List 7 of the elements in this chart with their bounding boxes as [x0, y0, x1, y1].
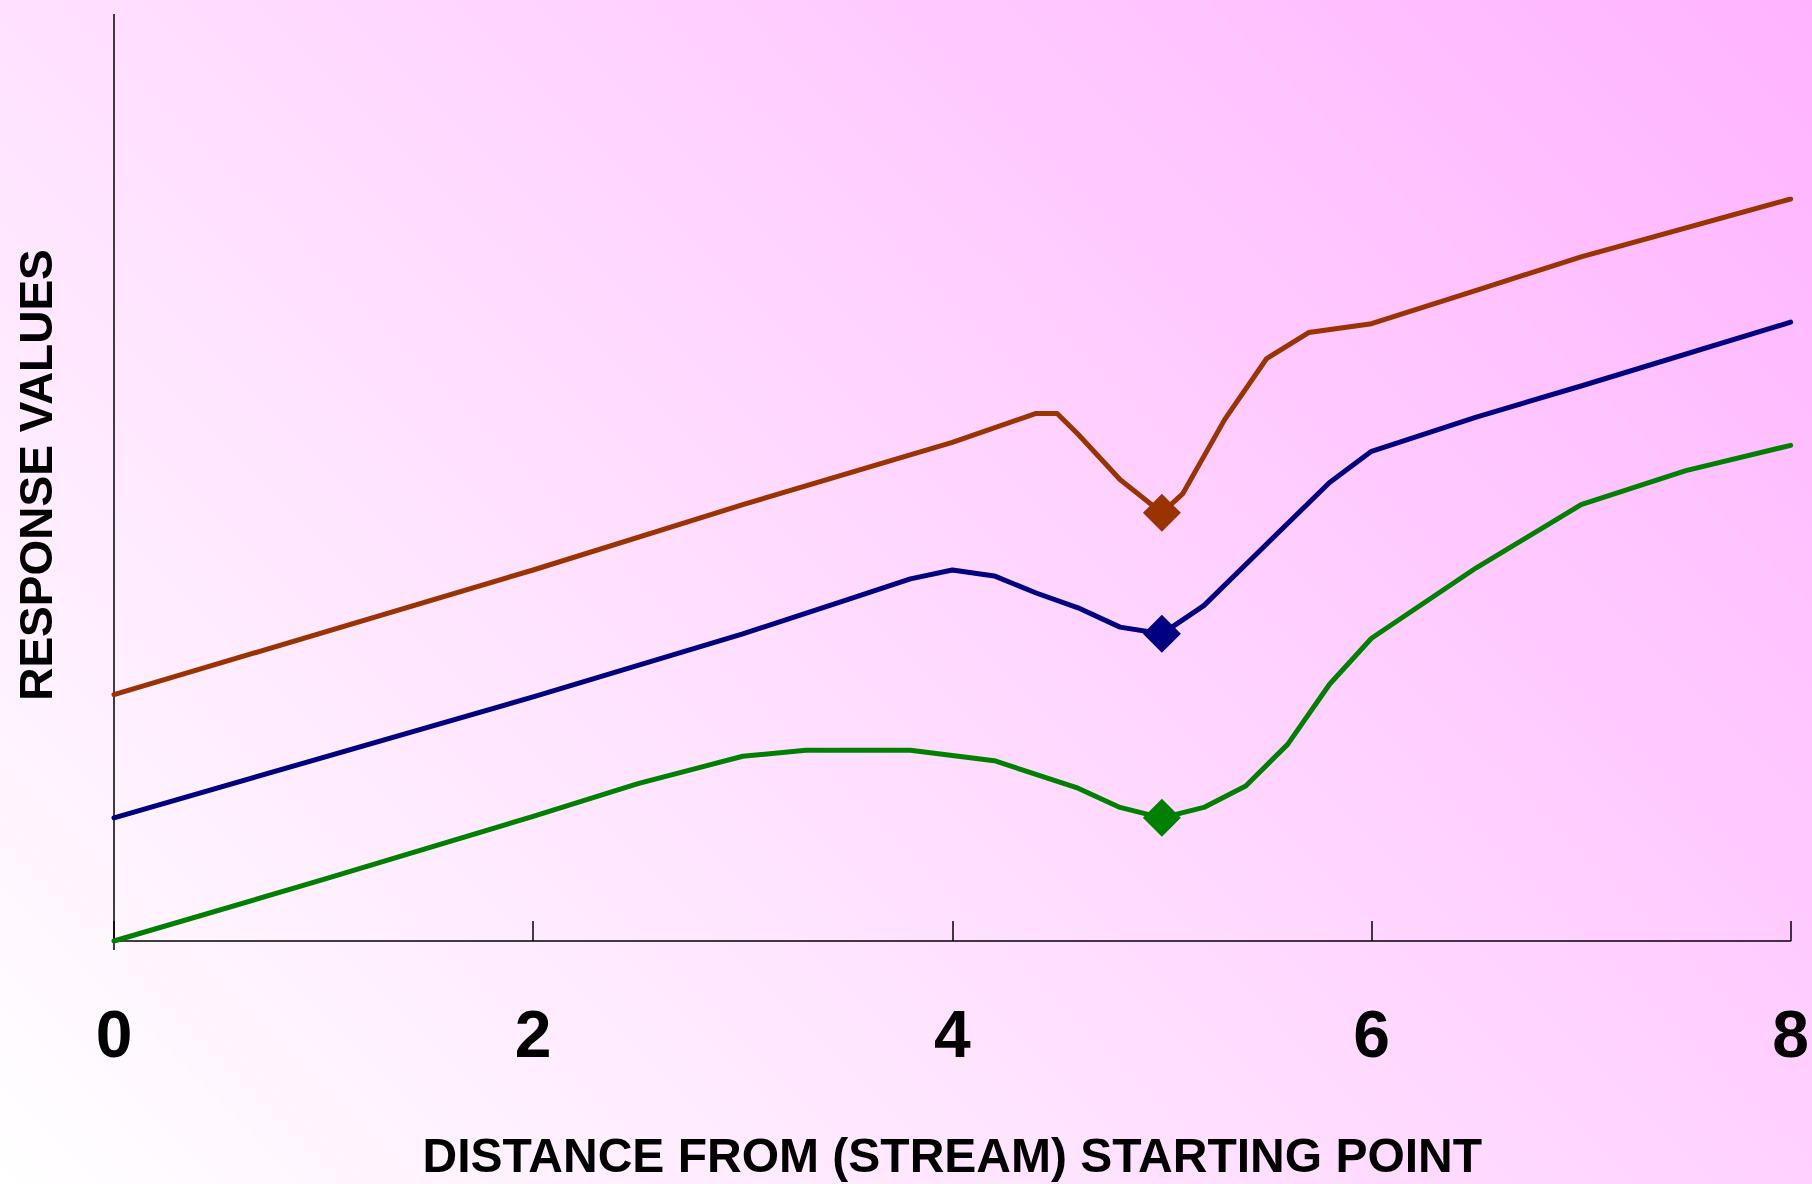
x-tick-label: 0 [95, 997, 133, 1071]
x-tick-label: 6 [1353, 997, 1390, 1071]
x-tick-label: 2 [514, 997, 552, 1071]
x-tick-label: 8 [1772, 997, 1810, 1071]
x-axis-title: DISTANCE FROM (STREAM) STARTING POINT [422, 1128, 1483, 1182]
x-tick-label: 4 [933, 997, 971, 1071]
y-axis-title: RESPONSE VALUES [10, 249, 62, 701]
